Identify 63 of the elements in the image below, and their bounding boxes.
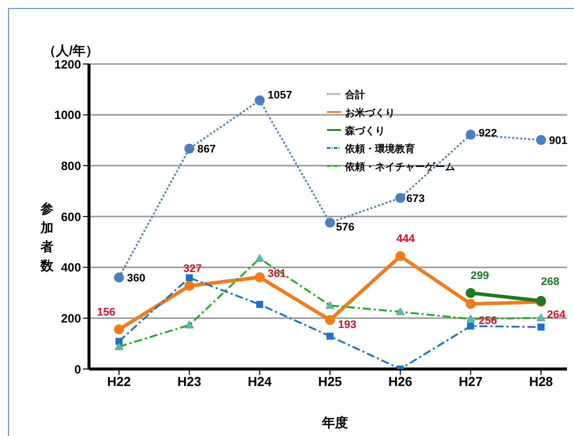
point xyxy=(536,134,546,145)
point xyxy=(396,308,405,316)
y-tick-label: 200 xyxy=(60,311,82,326)
point xyxy=(184,144,194,154)
data-label: 901 xyxy=(549,134,568,147)
x-tick-label: H22 xyxy=(107,374,131,390)
point xyxy=(114,272,124,282)
text: （人/年） xyxy=(43,42,99,60)
data-label: 156 xyxy=(97,306,116,318)
point xyxy=(114,324,124,334)
x-tick-label: H26 xyxy=(388,374,412,390)
point xyxy=(466,314,475,322)
point xyxy=(186,274,193,282)
point xyxy=(325,314,335,325)
point xyxy=(255,254,264,262)
point xyxy=(256,300,264,308)
y-tick-label: 1000 xyxy=(54,108,82,122)
data-label: 327 xyxy=(183,262,202,275)
y-tick-label: 600 xyxy=(60,210,82,224)
legend-label: 森づくり xyxy=(345,126,385,137)
x-tick-label: H24 xyxy=(248,374,272,390)
data-label: 922 xyxy=(478,128,498,140)
data-label: 268 xyxy=(541,276,560,288)
data-label: 576 xyxy=(336,222,354,234)
point xyxy=(538,324,544,331)
point xyxy=(326,301,334,309)
point xyxy=(326,332,334,340)
point xyxy=(254,272,265,282)
point xyxy=(466,288,476,298)
point xyxy=(536,314,546,322)
data-label: 867 xyxy=(197,144,216,156)
point xyxy=(466,298,476,309)
x-tick-label: H28 xyxy=(529,374,553,390)
data-label: 361 xyxy=(268,268,286,280)
data-label: 299 xyxy=(470,270,490,282)
y-tick-label: 0 xyxy=(74,362,82,376)
x-tick-label: H23 xyxy=(177,374,202,390)
data-label: 264 xyxy=(547,308,566,321)
point xyxy=(467,322,474,330)
point xyxy=(114,342,124,350)
point xyxy=(466,130,476,140)
y-tick-label: 400 xyxy=(60,260,82,275)
data-label: 193 xyxy=(338,318,356,331)
data-label: 444 xyxy=(396,233,416,246)
point xyxy=(184,280,194,291)
y-tick-label: 800 xyxy=(60,158,82,173)
point xyxy=(325,218,335,228)
data-label: 360 xyxy=(127,272,146,284)
legend-label: 依頼・ネイチャーゲーム xyxy=(345,162,455,173)
legend-label: 依頼・環境教育 xyxy=(345,144,415,155)
point xyxy=(254,95,265,106)
point xyxy=(395,192,406,203)
data-label: 1057 xyxy=(268,89,292,102)
legend-label: 合計 xyxy=(345,90,365,101)
point xyxy=(185,320,194,328)
x-tick-label: H25 xyxy=(318,374,342,390)
point xyxy=(395,251,406,262)
y-axis-title: 参加者数 xyxy=(39,200,54,275)
y-tick-label: 1200 xyxy=(54,57,82,72)
x-axis-title: 年度 xyxy=(320,414,349,432)
x-tick-label: H27 xyxy=(458,374,483,390)
legend-label: お米づくり xyxy=(345,108,395,119)
data-label: 673 xyxy=(406,192,425,205)
